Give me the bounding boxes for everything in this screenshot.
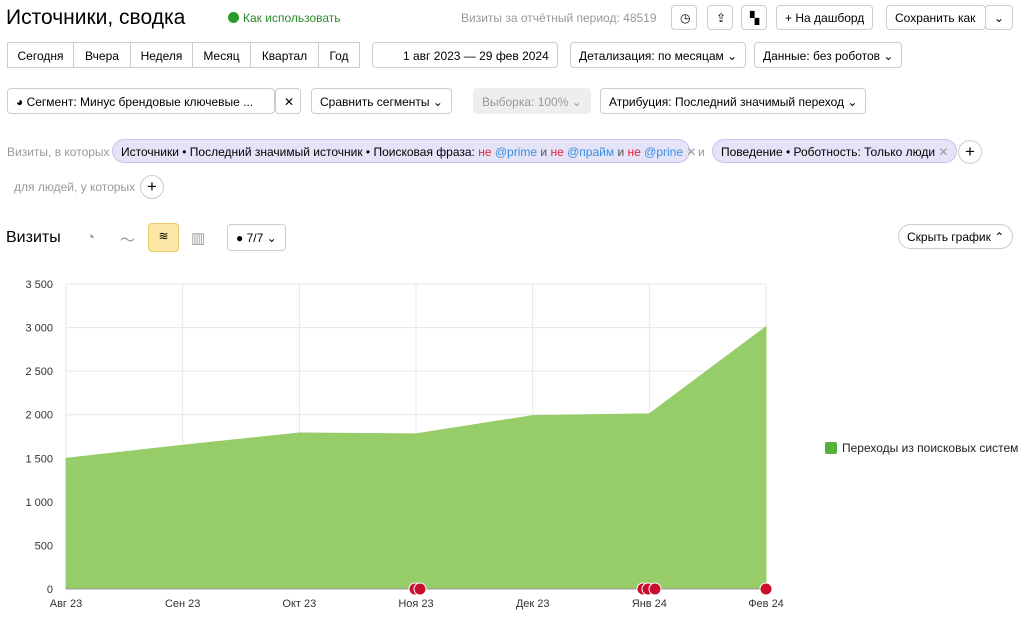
filter-chip[interactable]: Источники • Последний значимый источник … [112, 139, 690, 163]
pie-mode[interactable]: ◔ [86, 229, 95, 246]
chip-term: @prime [495, 145, 537, 159]
chip-text: Поведение • Роботность: Только люди [721, 145, 935, 159]
series-count: 7/7 [247, 231, 264, 245]
x-tick-label: Авг 23 [50, 598, 82, 610]
annotation-marker [414, 583, 426, 595]
page-title: Источники, сводка [6, 6, 185, 30]
chip-prefix: Источники • Последний значимый источник … [121, 145, 475, 159]
segment-text: Сегмент: Минус брендовые ключевые ... [27, 95, 254, 109]
help-link[interactable]: Как использовать [228, 11, 341, 25]
compare-button[interactable]: Сравнить сегменты ⌄ [311, 88, 452, 114]
x-tick-label: Сен 23 [165, 598, 200, 610]
compare-text: Сравнить сегменты [320, 95, 430, 109]
save-text: Сохранить как [895, 11, 975, 25]
period-button[interactable]: Сегодня [7, 42, 74, 68]
x-tick-label: Ноя 23 [398, 598, 433, 610]
bar-mode[interactable]: ▥ [191, 229, 205, 247]
help-text: Как использовать [243, 11, 341, 25]
x-tick-label: Янв 24 [632, 598, 667, 610]
chart: Авг 23 Сен 23 Окт 23 Ноя 23 Дек 23 Янв 24 Фев … [0, 260, 1024, 620]
sample-text: Выборка: 100% [482, 95, 568, 109]
y-tick-label: 0 [47, 584, 53, 596]
data-select[interactable]: Данные: без роботов ⌄ [754, 42, 902, 68]
export-button[interactable]: ⇪ [707, 5, 733, 30]
area-mode[interactable]: ≋ [148, 223, 179, 252]
visits-label: Визиты за отчётный период: [461, 11, 620, 25]
date-range[interactable]: 1 авг 2023 — 29 фев 2024 [372, 42, 558, 68]
sample-select[interactable]: Выборка: 100% ⌄ [473, 88, 591, 114]
chip-negation: не [478, 145, 491, 159]
dashboard-button[interactable]: + На дашборд [776, 5, 873, 30]
period-button[interactable]: Квартал [250, 42, 319, 68]
attribution-select[interactable]: Атрибуция: Последний значимый переход ⌄ [600, 88, 866, 114]
y-tick-label: 3 000 [25, 323, 53, 335]
chart-title: Визиты [6, 229, 61, 247]
y-tick-label: 3 500 [25, 279, 53, 291]
chip-joiner: и [617, 145, 624, 159]
legend-label: Переходы из поисковых систем [842, 441, 1018, 455]
save-button[interactable]: Сохранить как [886, 5, 986, 30]
hide-chart[interactable]: Скрыть график ⌃ [898, 224, 1013, 249]
chip-negation: не [550, 145, 563, 159]
save-menu[interactable]: ⌄ [985, 5, 1013, 30]
chip-term: @прайм [567, 145, 614, 159]
date-range-text: 1 авг 2023 — 29 фев 2024 [403, 49, 549, 63]
segment-select[interactable]: ◕ Сегмент: Минус брендовые ключевые ... [7, 88, 275, 114]
data-text: Данные: без роботов [763, 49, 880, 63]
period-button[interactable]: Месяц [192, 42, 251, 68]
y-tick-label: 1 000 [25, 497, 53, 509]
period-button[interactable]: Неделя [130, 42, 193, 68]
annotation-marker [649, 583, 661, 595]
line-mode[interactable]: 〜 [120, 229, 135, 250]
attribution-text: Атрибуция: Последний значимый переход [609, 95, 844, 109]
history-button[interactable]: ◷ [671, 5, 697, 30]
annotation-marker [760, 583, 772, 595]
detail-select[interactable]: Детализация: по месяцам ⌄ [570, 42, 746, 68]
chip-joiner: и [540, 145, 547, 159]
add-filter[interactable]: + [958, 140, 982, 164]
hide-text: Скрыть график [907, 230, 991, 244]
people-label: для людей, у которых [14, 180, 135, 194]
legend-box [825, 442, 837, 454]
y-tick-label: 1 500 [25, 453, 53, 465]
api-button[interactable]: ▚ [741, 5, 767, 30]
x-tick-label: Фев 24 [748, 598, 784, 610]
y-tick-label: 2 000 [25, 410, 53, 422]
filter-chip[interactable]: Поведение • Роботность: Только люди ✕ [712, 139, 957, 163]
series-select[interactable]: ● 7/7 ⌄ [227, 224, 286, 251]
segment-clear[interactable]: ✕ [275, 88, 301, 114]
chip-negation: не [627, 145, 640, 159]
visits-total: 48519 [623, 11, 656, 25]
y-tick-label: 500 [35, 540, 53, 552]
period-button[interactable]: Год [318, 42, 360, 68]
filter-and: и [698, 145, 705, 159]
period-button[interactable]: Вчера [73, 42, 131, 68]
chip-term: @prine [644, 145, 683, 159]
filter-label: Визиты, в которых [7, 145, 110, 159]
dashboard-text: На дашборд [795, 11, 864, 25]
x-tick-label: Окт 23 [282, 598, 316, 610]
visits-summary: Визиты за отчётный период: 48519 [461, 11, 657, 25]
y-tick-label: 2 500 [25, 366, 53, 378]
x-tick-label: Дек 23 [516, 598, 550, 610]
add-people-filter[interactable]: + [140, 175, 164, 199]
detail-text: Детализация: по месяцам [579, 49, 724, 63]
